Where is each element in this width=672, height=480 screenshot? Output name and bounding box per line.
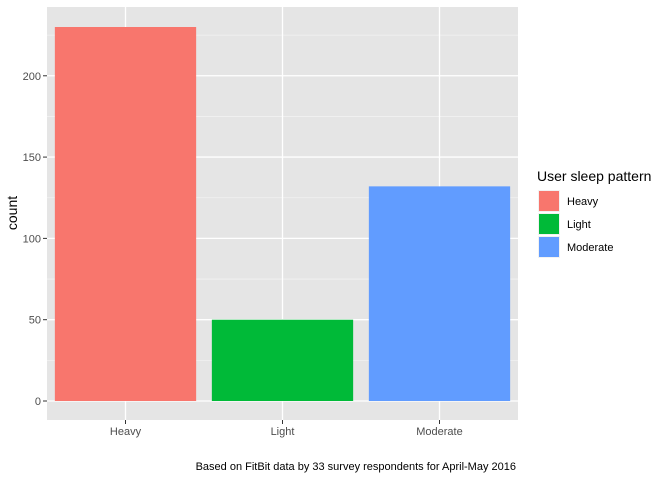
y-axis: 0 50 100 150 200 bbox=[23, 71, 47, 408]
legend-key-heavy bbox=[539, 191, 559, 211]
y-tick-label: 100 bbox=[23, 233, 41, 245]
legend-label: Heavy bbox=[567, 196, 599, 208]
legend-label: Moderate bbox=[567, 242, 613, 254]
legend-label: Light bbox=[567, 219, 591, 231]
chart-caption: Based on FitBit data by 33 survey respon… bbox=[196, 461, 516, 473]
legend: User sleep pattern Heavy Light Moderate bbox=[537, 168, 651, 258]
x-tick-label: Moderate bbox=[416, 426, 462, 438]
y-tick-label: 0 bbox=[35, 396, 41, 408]
y-tick-label: 200 bbox=[23, 71, 41, 83]
legend-title: User sleep pattern bbox=[537, 168, 651, 184]
bar-moderate bbox=[368, 186, 511, 401]
bars bbox=[54, 27, 511, 401]
bar-light bbox=[211, 319, 354, 401]
x-axis: Heavy Light Moderate bbox=[110, 420, 463, 438]
legend-items: Heavy Light Moderate bbox=[538, 190, 613, 258]
y-axis-label: count bbox=[4, 196, 20, 230]
x-tick-label: Heavy bbox=[110, 426, 142, 438]
legend-key-light bbox=[539, 214, 559, 234]
y-tick-label: 50 bbox=[29, 315, 41, 327]
y-tick-label: 150 bbox=[23, 152, 41, 164]
legend-key-moderate bbox=[539, 237, 559, 257]
bar-heavy bbox=[54, 27, 197, 401]
x-tick-label: Light bbox=[271, 426, 295, 438]
